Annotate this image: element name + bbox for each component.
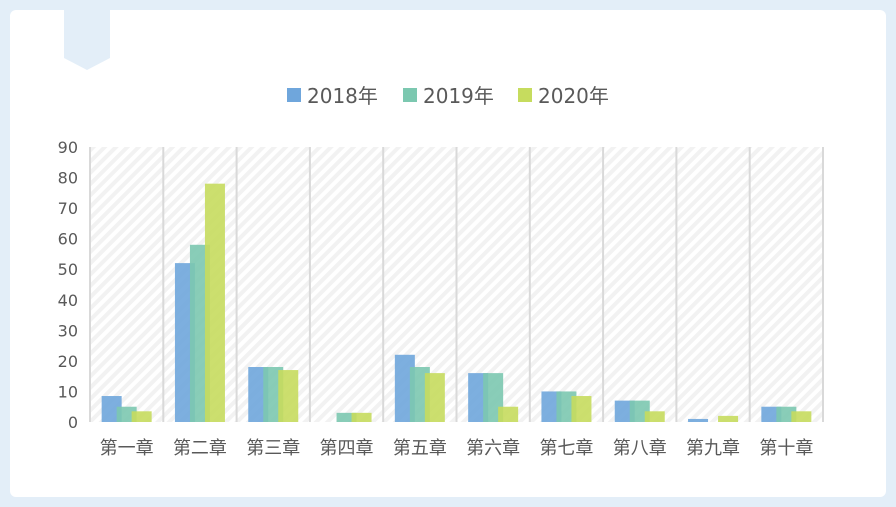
legend-swatch xyxy=(287,88,301,102)
x-tick-label: 第五章 xyxy=(393,438,447,459)
bar-2020年-第十章 xyxy=(791,411,812,422)
bar-2018年-第九章 xyxy=(688,418,709,422)
y-tick-label: 90 xyxy=(58,138,78,157)
legend-label: 2020年 xyxy=(538,84,609,108)
y-tick-label: 0 xyxy=(68,413,78,432)
bar-2019年-第四章 xyxy=(336,412,357,422)
legend-swatch xyxy=(518,88,532,102)
y-tick-label: 20 xyxy=(58,352,78,371)
x-tick-label: 第一章 xyxy=(100,438,154,459)
bar-2020年-第七章 xyxy=(571,396,592,422)
bar-2020年-第四章 xyxy=(351,412,372,422)
y-tick-label: 40 xyxy=(58,291,78,310)
bar-2020年-第三章 xyxy=(278,370,299,422)
bar-2020年-第八章 xyxy=(644,411,665,422)
x-tick-label: 第九章 xyxy=(686,438,740,459)
bar-2020年-第九章 xyxy=(718,415,739,422)
bookmark-tab-decoration xyxy=(64,10,110,70)
legend-swatch xyxy=(403,88,417,102)
bar-2020年-第二章 xyxy=(204,183,225,422)
legend: 2018年 2019年 2020年 xyxy=(287,84,609,108)
y-tick-label: 80 xyxy=(58,169,78,188)
y-tick-label: 70 xyxy=(58,199,78,218)
bar-2020年-第五章 xyxy=(424,373,445,422)
y-tick-label: 60 xyxy=(58,230,78,249)
y-tick-label: 30 xyxy=(58,321,78,340)
x-tick-label: 第三章 xyxy=(246,438,300,459)
x-tick-label: 第七章 xyxy=(539,438,593,459)
legend-label: 2019年 xyxy=(423,84,494,108)
x-tick-label: 第二章 xyxy=(173,438,227,459)
y-tick-label: 50 xyxy=(58,260,78,279)
x-tick-label: 第十章 xyxy=(759,438,813,459)
y-tick-label: 10 xyxy=(58,382,78,401)
legend-label: 2018年 xyxy=(307,84,378,108)
x-tick-label: 第八章 xyxy=(613,438,667,459)
x-tick-label: 第六章 xyxy=(466,438,520,459)
bar-2020年-第一章 xyxy=(131,411,152,422)
x-tick-label: 第四章 xyxy=(320,438,374,459)
bar-2020年-第六章 xyxy=(498,406,519,422)
